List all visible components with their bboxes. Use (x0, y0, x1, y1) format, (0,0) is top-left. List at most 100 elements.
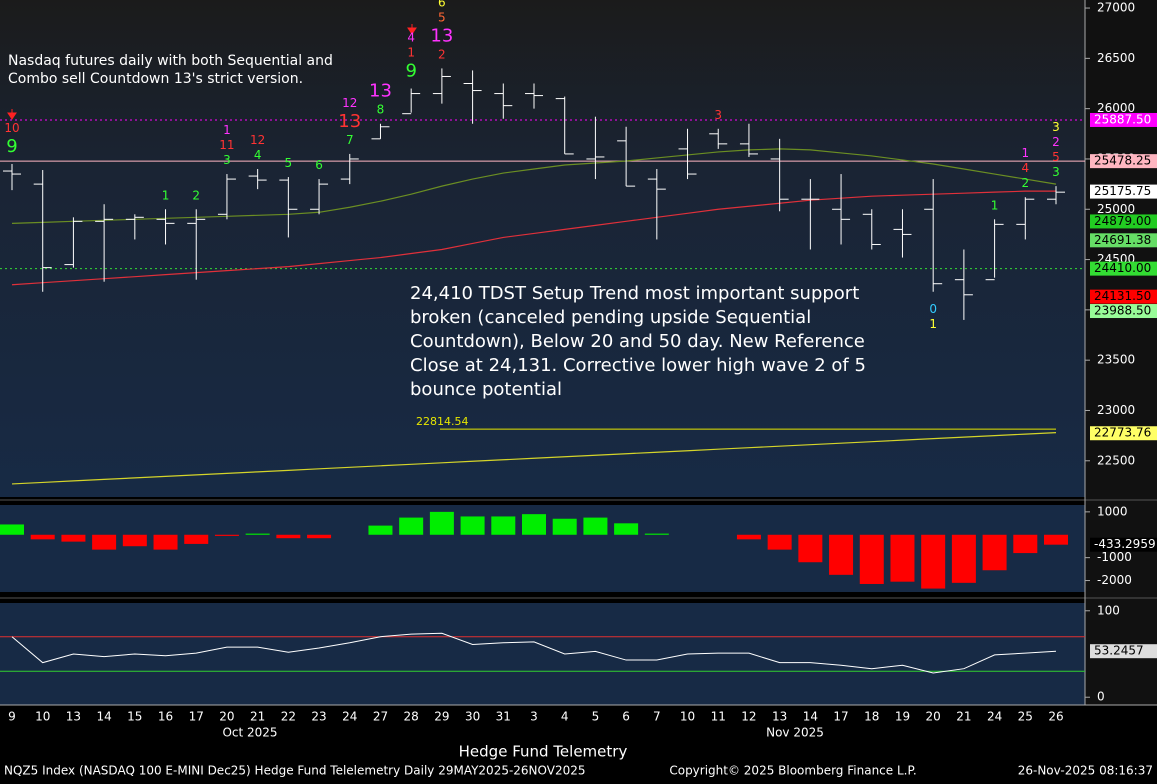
y-tick-label: 100 (1097, 603, 1120, 617)
bar (399, 517, 424, 535)
price-tag-label: 24410.00 (1094, 261, 1151, 275)
marked-level-label: 22814.54 (416, 415, 469, 428)
count-label: 12 (342, 96, 357, 110)
count-label: 2 (192, 188, 200, 202)
annotation: 24,410 TDST Setup Trend most important s… (410, 283, 866, 400)
count-label: 13 (369, 81, 392, 102)
bar (214, 534, 239, 536)
x-tick-label: 22 (281, 710, 296, 724)
line (11, 632, 1057, 674)
note-box: Nasdaq futures daily with both Sequentia… (8, 53, 333, 87)
y-tick-label: 27000 (1097, 1, 1135, 15)
y-tick-label: 23500 (1097, 353, 1135, 367)
x-tick-label: 14 (803, 710, 818, 724)
value-tag (1090, 537, 1157, 552)
x-tick-label: 21 (250, 710, 265, 724)
price-tag-label: 22773.76 (1094, 426, 1151, 440)
bar (0, 524, 24, 535)
count-label: 13 (338, 111, 361, 132)
y-tick-label: 23000 (1097, 403, 1135, 417)
moving-average (11, 432, 1057, 485)
bar (307, 534, 332, 539)
x-tick-label: 24 (987, 710, 1002, 724)
bar (522, 514, 546, 535)
bar (460, 516, 485, 535)
x-tick-label: 25 (1018, 710, 1033, 724)
y-tick-label: 26000 (1097, 101, 1135, 115)
x-tick-label: 29 (434, 710, 449, 724)
count-label: 12 (250, 133, 265, 147)
bar (276, 534, 301, 539)
y-tick-label: 22500 (1097, 453, 1135, 467)
price-tag (1090, 289, 1157, 304)
bar (1013, 534, 1038, 554)
x-tick-label: 27 (373, 710, 388, 724)
bar (951, 534, 976, 583)
count-label: 1 (162, 188, 170, 202)
month-label: Nov 2025 (766, 726, 824, 740)
count-label: 5 (285, 156, 293, 170)
count-label: 6 (438, 0, 446, 9)
x-tick-label: 16 (158, 710, 173, 724)
count-label: 3 (223, 153, 231, 167)
x-tick-label: 20 (219, 710, 234, 724)
x-tick-label: 23 (311, 710, 326, 724)
count-label: 0 (929, 302, 937, 316)
x-tick-label: 24 (342, 710, 357, 724)
price-tag (1090, 112, 1157, 127)
y-tick-label: 0 (1097, 690, 1105, 704)
count-label: 1 (223, 123, 231, 137)
x-tick-label: 13 (66, 710, 81, 724)
footer-left: NQZ5 Index (NASDAQ 100 E-MINI Dec25) Hed… (4, 764, 586, 778)
bar (92, 534, 117, 550)
price-tag (1090, 184, 1157, 199)
count-label: 7 (346, 133, 354, 147)
price-tag-label: 24879.00 (1094, 214, 1151, 228)
count-label: 11 (219, 138, 234, 152)
value-tag (1090, 644, 1157, 659)
y-tick-label: -1000 (1097, 550, 1132, 564)
x-tick-label: 20 (926, 710, 941, 724)
arrow (7, 109, 17, 120)
value-label: -433.2959 (1094, 537, 1156, 551)
count-label: 13 (430, 25, 453, 46)
price-tag-label: 25887.50 (1094, 112, 1151, 126)
bar (859, 534, 884, 584)
bar (61, 534, 86, 542)
x-tick-label: 12 (741, 710, 756, 724)
x-tick-label: 19 (895, 710, 910, 724)
x-tick-label: 17 (833, 710, 848, 724)
x-tick-label: 10 (35, 710, 50, 724)
x-tick-label: 14 (96, 710, 111, 724)
count-label: 5 (1052, 150, 1060, 164)
x-tick-label: 9 (8, 710, 16, 724)
bar (368, 525, 393, 535)
month-label: Oct 2025 (222, 726, 277, 740)
x-tick-label: 31 (496, 710, 511, 724)
footer-right: 26-Nov-2025 08:16:37 (1018, 764, 1153, 778)
price-tag (1090, 233, 1157, 248)
price-tag-label: 25478.25 (1094, 154, 1151, 168)
count-label: 1 (1021, 146, 1029, 160)
count-label: 3 (1052, 120, 1060, 134)
count-label: 1 (991, 198, 999, 212)
bar (245, 533, 270, 535)
bar (184, 534, 209, 544)
bar (153, 534, 178, 550)
count-label: 3 (714, 108, 722, 122)
watermark: Hedge Fund Telemetry (459, 743, 628, 761)
bar (644, 533, 669, 535)
x-tick-label: 28 (404, 710, 419, 724)
x-tick-label: 18 (864, 710, 879, 724)
bar (890, 534, 915, 582)
bar (982, 534, 1007, 571)
y-tick-label: -2000 (1097, 573, 1132, 587)
x-tick-label: 11 (711, 710, 726, 724)
price-tag (1090, 214, 1157, 229)
count-label: 1 (929, 317, 937, 331)
count-label: 4 (254, 148, 262, 162)
count-label: 4 (407, 31, 415, 45)
count-label: 2 (1021, 176, 1029, 190)
x-tick-label: 17 (189, 710, 204, 724)
x-tick-label: 3 (530, 710, 538, 724)
